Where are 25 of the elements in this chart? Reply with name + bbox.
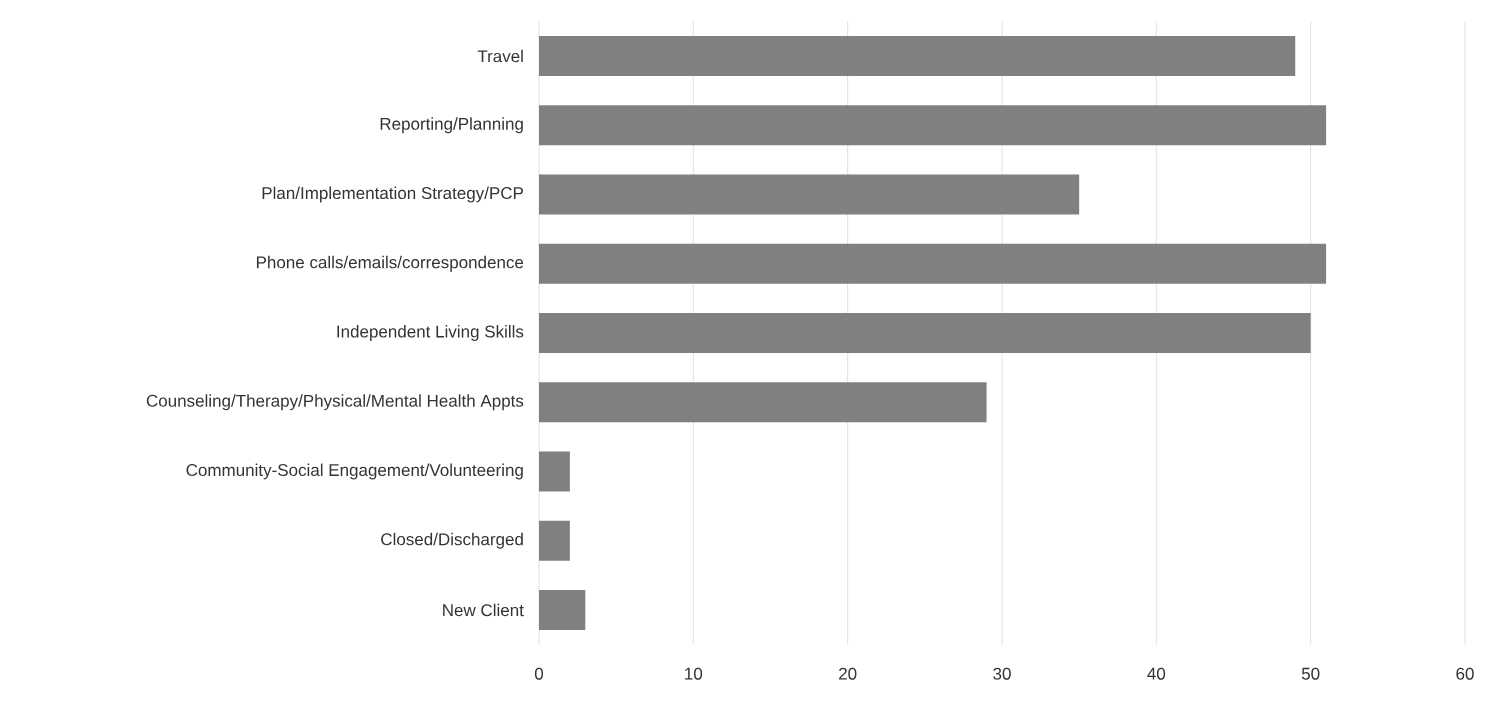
y-tick-label: Closed/Discharged (381, 532, 523, 549)
bar (539, 313, 1311, 353)
bar (539, 451, 570, 492)
bar (539, 382, 987, 423)
bar (539, 36, 1296, 77)
bar (539, 520, 570, 561)
y-tick-label: Independent Living Skills (337, 325, 524, 341)
x-tick-label: 10 (685, 667, 703, 680)
x-tick-label: 20 (839, 667, 857, 680)
x-tick-label: 40 (1147, 667, 1166, 680)
y-tick-label: Travel (477, 49, 523, 63)
y-tick-label: Counseling/Therapy/Physical/Mental Health Appts (146, 394, 524, 411)
y-tick-label: Plan/Implementation Strategy/PCP (262, 186, 524, 203)
x-tick-label: 30 (993, 667, 1011, 680)
x-tick-label: 60 (1456, 667, 1474, 680)
x-tick-label: 50 (1301, 667, 1320, 680)
y-tick-label: New Client (443, 603, 524, 617)
x-tick-label: 0 (534, 667, 544, 680)
y-tick-label: Phone calls/emails/correspondence (256, 255, 524, 272)
bar (539, 174, 1080, 215)
bar (539, 589, 586, 630)
y-tick-label: Reporting/Planning (380, 117, 523, 134)
bar (539, 105, 1327, 146)
bar (539, 243, 1327, 284)
y-tick-label: Community-Social Engagement/Volunteering (186, 463, 523, 480)
